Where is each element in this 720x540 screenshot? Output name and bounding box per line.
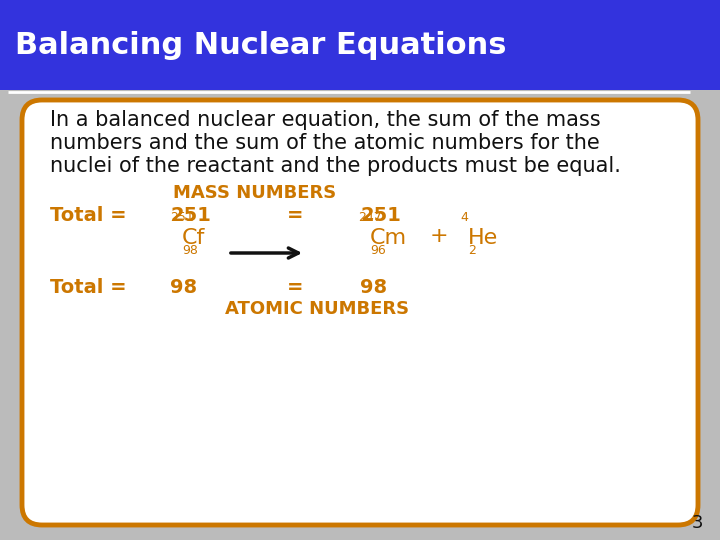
FancyBboxPatch shape bbox=[0, 0, 720, 90]
Text: 4: 4 bbox=[460, 211, 468, 224]
Text: He: He bbox=[468, 228, 498, 248]
Text: 251: 251 bbox=[170, 211, 194, 224]
Text: MASS NUMBERS: MASS NUMBERS bbox=[174, 184, 337, 202]
Text: 96: 96 bbox=[370, 244, 386, 257]
Text: nuclei of the reactant and the products must be equal.: nuclei of the reactant and the products … bbox=[50, 156, 621, 176]
Text: numbers and the sum of the atomic numbers for the: numbers and the sum of the atomic number… bbox=[50, 133, 600, 153]
Text: 98: 98 bbox=[360, 278, 387, 297]
Text: Total =: Total = bbox=[50, 206, 127, 225]
Text: 251: 251 bbox=[170, 206, 211, 225]
Text: =: = bbox=[287, 206, 303, 225]
Text: ATOMIC NUMBERS: ATOMIC NUMBERS bbox=[225, 300, 409, 318]
Text: In a balanced nuclear equation, the sum of the mass: In a balanced nuclear equation, the sum … bbox=[50, 110, 600, 130]
FancyBboxPatch shape bbox=[22, 100, 698, 525]
Text: 247: 247 bbox=[358, 211, 382, 224]
Text: Cf: Cf bbox=[182, 228, 205, 248]
Text: =: = bbox=[287, 278, 303, 297]
Text: 98: 98 bbox=[170, 278, 197, 297]
Text: 2: 2 bbox=[468, 244, 476, 257]
Text: Cm: Cm bbox=[370, 228, 407, 248]
Text: 3: 3 bbox=[691, 514, 703, 532]
Text: +: + bbox=[430, 226, 449, 246]
Text: Total =: Total = bbox=[50, 278, 127, 297]
Text: 98: 98 bbox=[182, 244, 198, 257]
Text: 251: 251 bbox=[360, 206, 401, 225]
Text: Balancing Nuclear Equations: Balancing Nuclear Equations bbox=[15, 30, 506, 59]
